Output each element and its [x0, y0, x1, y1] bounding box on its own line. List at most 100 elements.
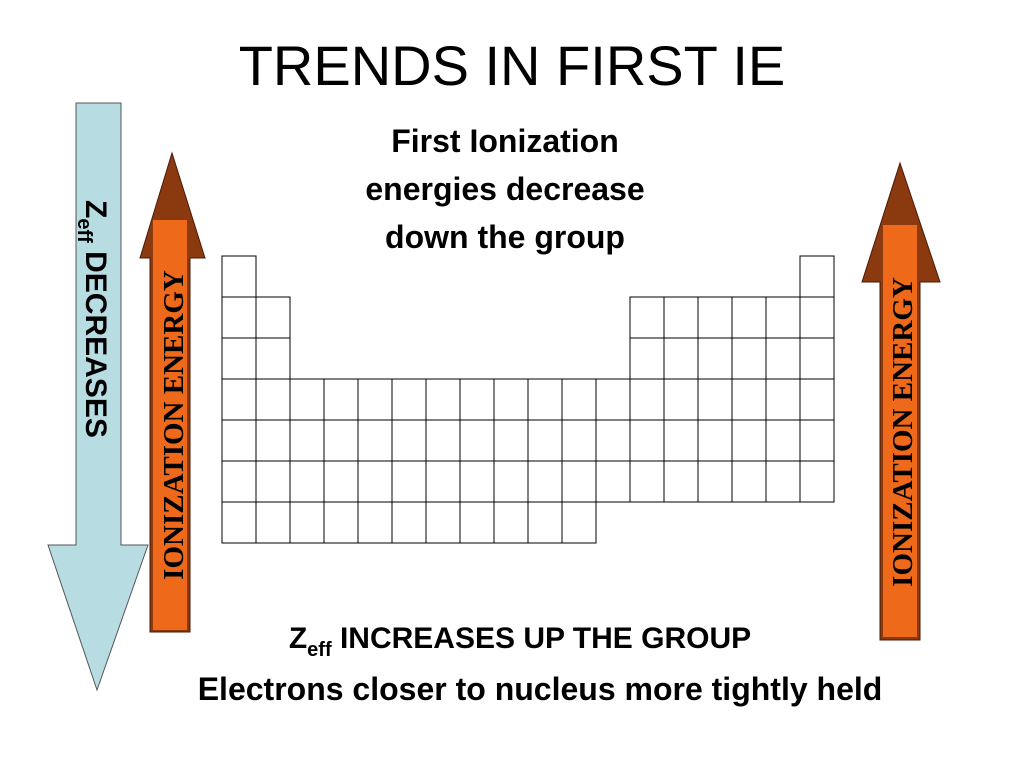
title: TRENDS IN FIRST IE [239, 34, 786, 97]
ie-label-bg [883, 225, 917, 637]
table-cell [221, 501, 257, 544]
table-cell [289, 501, 325, 544]
table-cell [595, 378, 631, 421]
table-cell [663, 460, 699, 503]
table-cell [391, 460, 427, 503]
table-cell [765, 296, 801, 339]
periodic-table [221, 255, 835, 544]
table-cell [527, 501, 563, 544]
table-cell [629, 337, 665, 380]
table-cell [731, 419, 767, 462]
label-text: DECREASES [79, 251, 112, 438]
table-cell [425, 419, 461, 462]
table-cell [663, 419, 699, 462]
table-cell [799, 460, 835, 503]
label-text: INCREASES UP THE GROUP [340, 622, 751, 655]
subtitle-line: down the group [385, 219, 625, 255]
table-cell [731, 460, 767, 503]
table-cell [323, 419, 359, 462]
table-cell [459, 378, 495, 421]
table-cell [765, 337, 801, 380]
table-cell [255, 296, 291, 339]
table-cell [799, 419, 835, 462]
table-cell [357, 378, 393, 421]
table-cell [357, 419, 393, 462]
table-cell [221, 460, 257, 503]
subtitle: First Ionization energies decrease down … [365, 123, 644, 255]
table-cell [629, 419, 665, 462]
table-cell [425, 460, 461, 503]
table-cell [595, 460, 631, 503]
table-cell [323, 460, 359, 503]
table-cell [731, 337, 767, 380]
table-cell [221, 337, 257, 380]
bottom-line: Electrons closer to nucleus more tightly… [198, 671, 883, 707]
subscript: eff [73, 218, 95, 243]
table-cell [255, 337, 291, 380]
table-cell [221, 419, 257, 462]
table-cell [289, 378, 325, 421]
table-cell [799, 337, 835, 380]
table-cell [255, 378, 291, 421]
table-cell [459, 460, 495, 503]
table-cell [425, 501, 461, 544]
table-cell [561, 419, 597, 462]
table-cell [663, 337, 699, 380]
table-cell [255, 501, 291, 544]
zeff-arrow-label: Zeff DECREASES [73, 200, 112, 438]
table-cell [697, 378, 733, 421]
table-cell [493, 501, 529, 544]
symbol: Z [79, 200, 112, 218]
table-cell [527, 378, 563, 421]
label-text [332, 622, 340, 655]
table-cell [561, 378, 597, 421]
table-cell [765, 419, 801, 462]
table-cell [629, 460, 665, 503]
ie-label: IONIZATION ENERGY [887, 277, 919, 587]
table-cell [765, 460, 801, 503]
subtitle-line: energies decrease [365, 171, 644, 207]
table-cell [561, 501, 597, 544]
table-cell [629, 296, 665, 339]
table-cell [697, 419, 733, 462]
table-cell [323, 378, 359, 421]
table-cell [765, 378, 801, 421]
table-cell [561, 460, 597, 503]
table-cell [493, 460, 529, 503]
table-cell [221, 255, 257, 298]
zeff-arrow [47, 102, 149, 692]
table-cell [255, 419, 291, 462]
table-cell [663, 296, 699, 339]
table-cell [697, 460, 733, 503]
bottom-line: Zeff INCREASES UP THE GROUP [289, 622, 751, 661]
table-cell [493, 419, 529, 462]
table-cell [357, 501, 393, 544]
table-cell [799, 255, 835, 298]
table-cell [391, 419, 427, 462]
table-cell [425, 378, 461, 421]
table-cell [255, 460, 291, 503]
bottom-text: Zeff INCREASES UP THE GROUP Electrons cl… [198, 622, 883, 707]
table-cell [493, 378, 529, 421]
ie-label: IONIZATION ENERGY [158, 270, 190, 580]
table-cell [595, 419, 631, 462]
table-cell [527, 419, 563, 462]
table-cell [323, 501, 359, 544]
table-cell [459, 501, 495, 544]
table-cell [459, 419, 495, 462]
table-cell [221, 378, 257, 421]
table-cell [391, 378, 427, 421]
table-cell [799, 296, 835, 339]
table-cell [629, 378, 665, 421]
table-cell [221, 296, 257, 339]
ie-label-bg [153, 220, 187, 630]
table-cell [527, 460, 563, 503]
table-cell [663, 378, 699, 421]
table-cell [799, 378, 835, 421]
table-cell [289, 460, 325, 503]
table-cell [731, 378, 767, 421]
table-cell [289, 419, 325, 462]
table-cell [731, 296, 767, 339]
